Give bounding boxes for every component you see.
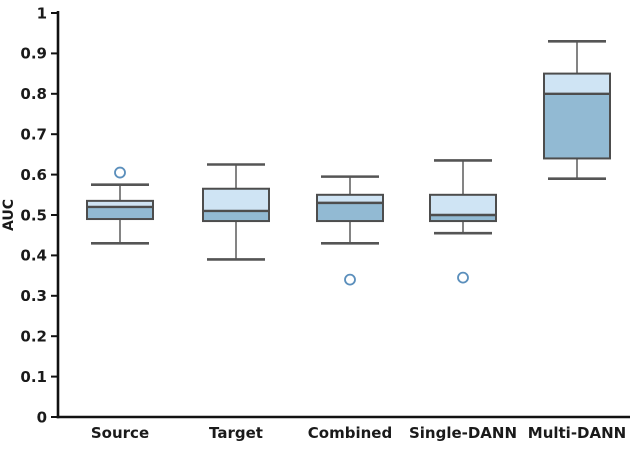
- box-border-target: [202, 187, 270, 223]
- y-tick-label-0.1: 0.1: [20, 368, 47, 386]
- y-tick-label-0.5: 0.5: [20, 206, 47, 224]
- outlier-combined-0: [344, 273, 356, 286]
- box-border-combined: [316, 193, 384, 223]
- y-tick-label-0: 0: [37, 408, 47, 426]
- box-border-single-dann: [429, 193, 497, 223]
- y-tick-label-0.7: 0.7: [20, 125, 47, 143]
- outlier-source-0: [114, 166, 126, 179]
- box-upper-target: [203, 188, 269, 211]
- box-lower-combined: [317, 202, 383, 222]
- y-tick-label-0.9: 0.9: [20, 45, 47, 63]
- x-label-source: Source: [91, 424, 149, 442]
- boxes-layer: [86, 72, 611, 223]
- x-label-multi-dann: Multi-DANN: [528, 424, 626, 442]
- y-tick-label-0.6: 0.6: [20, 166, 47, 184]
- box-upper-source: [87, 200, 153, 207]
- box-border-multi-dann: [543, 72, 611, 160]
- box-border-source: [86, 199, 154, 221]
- box-upper-multi-dann: [544, 73, 610, 94]
- y-tick-label-0.3: 0.3: [20, 287, 47, 305]
- axes-layer: [56, 11, 630, 419]
- box-upper-single-dann: [430, 194, 496, 215]
- y-tick-label-1: 1: [37, 4, 47, 22]
- box-lower-source: [87, 206, 153, 220]
- x-label-combined: Combined: [308, 424, 392, 442]
- box-lower-target: [203, 210, 269, 222]
- box-lower-multi-dann: [544, 93, 610, 159]
- y-tick-label-0.8: 0.8: [20, 85, 47, 103]
- outlier-single-dann-0: [457, 271, 469, 284]
- y-axis-title: AUC: [1, 199, 17, 231]
- y-tick-label-0.4: 0.4: [20, 247, 47, 265]
- box-upper-combined: [317, 194, 383, 203]
- y-axis-ticks: 0 0.1 0.2 0.3 0.4 0.5 0.6 0.7 0.8 0.9 1: [20, 4, 58, 426]
- y-tick-label-0.2: 0.2: [20, 327, 47, 345]
- x-label-target: Target: [209, 424, 263, 442]
- whiskers-layer: [91, 39, 606, 261]
- outliers-layer: [114, 166, 469, 286]
- box-lower-single-dann: [430, 215, 496, 222]
- x-label-single-dann: Single-DANN: [409, 424, 517, 442]
- x-axis-labels: Source Target Combined Single-DANN Multi-DAN…: [91, 424, 626, 442]
